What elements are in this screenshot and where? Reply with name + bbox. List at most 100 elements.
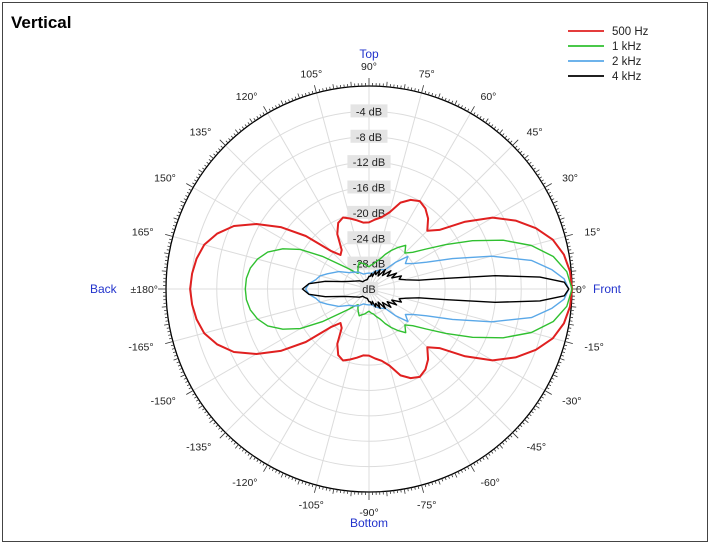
angle-tick (332, 488, 335, 494)
angle-tick (209, 419, 214, 424)
angle-tick (219, 432, 226, 439)
angle-tick (512, 432, 519, 439)
angle-tick (188, 188, 192, 191)
angle-tick (314, 484, 317, 493)
radial-label-bg (347, 205, 391, 219)
angle-tick (304, 92, 307, 97)
radial-label-text: -16 dB (353, 183, 385, 195)
angle-tick (219, 139, 226, 146)
angle-tick (482, 457, 485, 461)
angle-tick (539, 399, 542, 402)
angle-tick (485, 118, 489, 123)
angle-label: -120° (232, 477, 257, 489)
angle-tick (177, 211, 181, 214)
angle-tick (218, 427, 221, 430)
series-line-2-khz (304, 255, 570, 323)
radial-label: -20 dB (347, 205, 391, 220)
angle-tick (560, 354, 564, 357)
angle-tick (318, 485, 321, 489)
angle-tick (275, 105, 278, 109)
angle-tick (185, 195, 189, 198)
angle-tick (438, 479, 441, 485)
angle-tick (463, 106, 467, 110)
angle-tick (544, 183, 552, 188)
grid-radial (315, 92, 370, 290)
angle-tick (403, 84, 406, 90)
direction-label: Front (593, 282, 622, 296)
angle-tick (196, 176, 199, 179)
angle-tick (558, 361, 562, 364)
angle-tick (177, 364, 181, 367)
angle-tick (322, 486, 324, 490)
angle-tick (532, 167, 536, 171)
angle-tick (233, 441, 237, 445)
angle-tick (479, 116, 482, 119)
angle-tick (457, 471, 460, 475)
series-line-1-khz (244, 239, 573, 339)
angle-tick (460, 469, 463, 473)
angle-tick (560, 221, 564, 224)
angle-tick (499, 129, 504, 134)
grid-radial (225, 288, 370, 433)
angle-tick (493, 126, 497, 130)
angle-tick (454, 100, 458, 106)
grid-radial (368, 288, 566, 343)
angle-tick (291, 477, 294, 481)
angle-tick (228, 138, 231, 141)
legend-label: 1 kHz (612, 41, 642, 53)
angle-tick (549, 195, 553, 198)
angle-tick (507, 437, 510, 440)
angle-tick (311, 484, 314, 488)
angle-tick (239, 446, 242, 450)
angle-tick (537, 173, 541, 176)
angle-tick (501, 441, 505, 445)
grid-radial (225, 145, 370, 290)
angle-tick (476, 114, 479, 118)
angle-label: -105° (299, 499, 324, 511)
angle-tick (169, 337, 173, 340)
angle-tick (473, 462, 476, 466)
angle-tick (213, 421, 217, 425)
angle-tick (496, 446, 499, 450)
angle-tick (308, 483, 311, 487)
grid-radial (192, 187, 370, 290)
angle-tick (172, 224, 177, 227)
angle-tick (535, 405, 540, 409)
angle-tick (176, 361, 180, 364)
angle-tick (186, 390, 194, 395)
angle-tick (424, 90, 427, 94)
angle-tick (164, 252, 170, 255)
angle-tick (537, 402, 541, 405)
angle-tick (301, 480, 304, 484)
legend-label: 4 kHz (612, 71, 642, 83)
angle-tick (198, 169, 203, 173)
angle-tick (284, 100, 287, 104)
angle-tick (564, 341, 573, 344)
angle-tick (557, 364, 561, 367)
angle-tick (196, 399, 199, 402)
angle-tick (202, 407, 206, 411)
angle-tick (514, 429, 518, 433)
angle-tick (482, 117, 485, 121)
angle-tick (564, 234, 573, 237)
angle-tick (526, 159, 530, 162)
angle-tick (169, 238, 173, 241)
angle-tick (173, 217, 179, 220)
angle-tick (414, 88, 416, 92)
angle-label: 0° (576, 284, 586, 296)
angle-label: 45° (527, 126, 543, 138)
grid-radial (172, 288, 370, 343)
angle-label: 150° (154, 173, 176, 185)
angle-tick (253, 117, 256, 121)
angle-tick (172, 351, 177, 354)
angle-tick (549, 380, 553, 383)
angle-tick (288, 475, 291, 479)
angle-tick (241, 126, 245, 130)
angle-tick (208, 416, 212, 419)
angle-tick (564, 231, 568, 234)
grid-radial (192, 288, 370, 391)
angle-tick (271, 106, 275, 110)
angle-tick (567, 330, 571, 333)
angle-tick (551, 198, 555, 201)
angle-tick (493, 448, 497, 452)
